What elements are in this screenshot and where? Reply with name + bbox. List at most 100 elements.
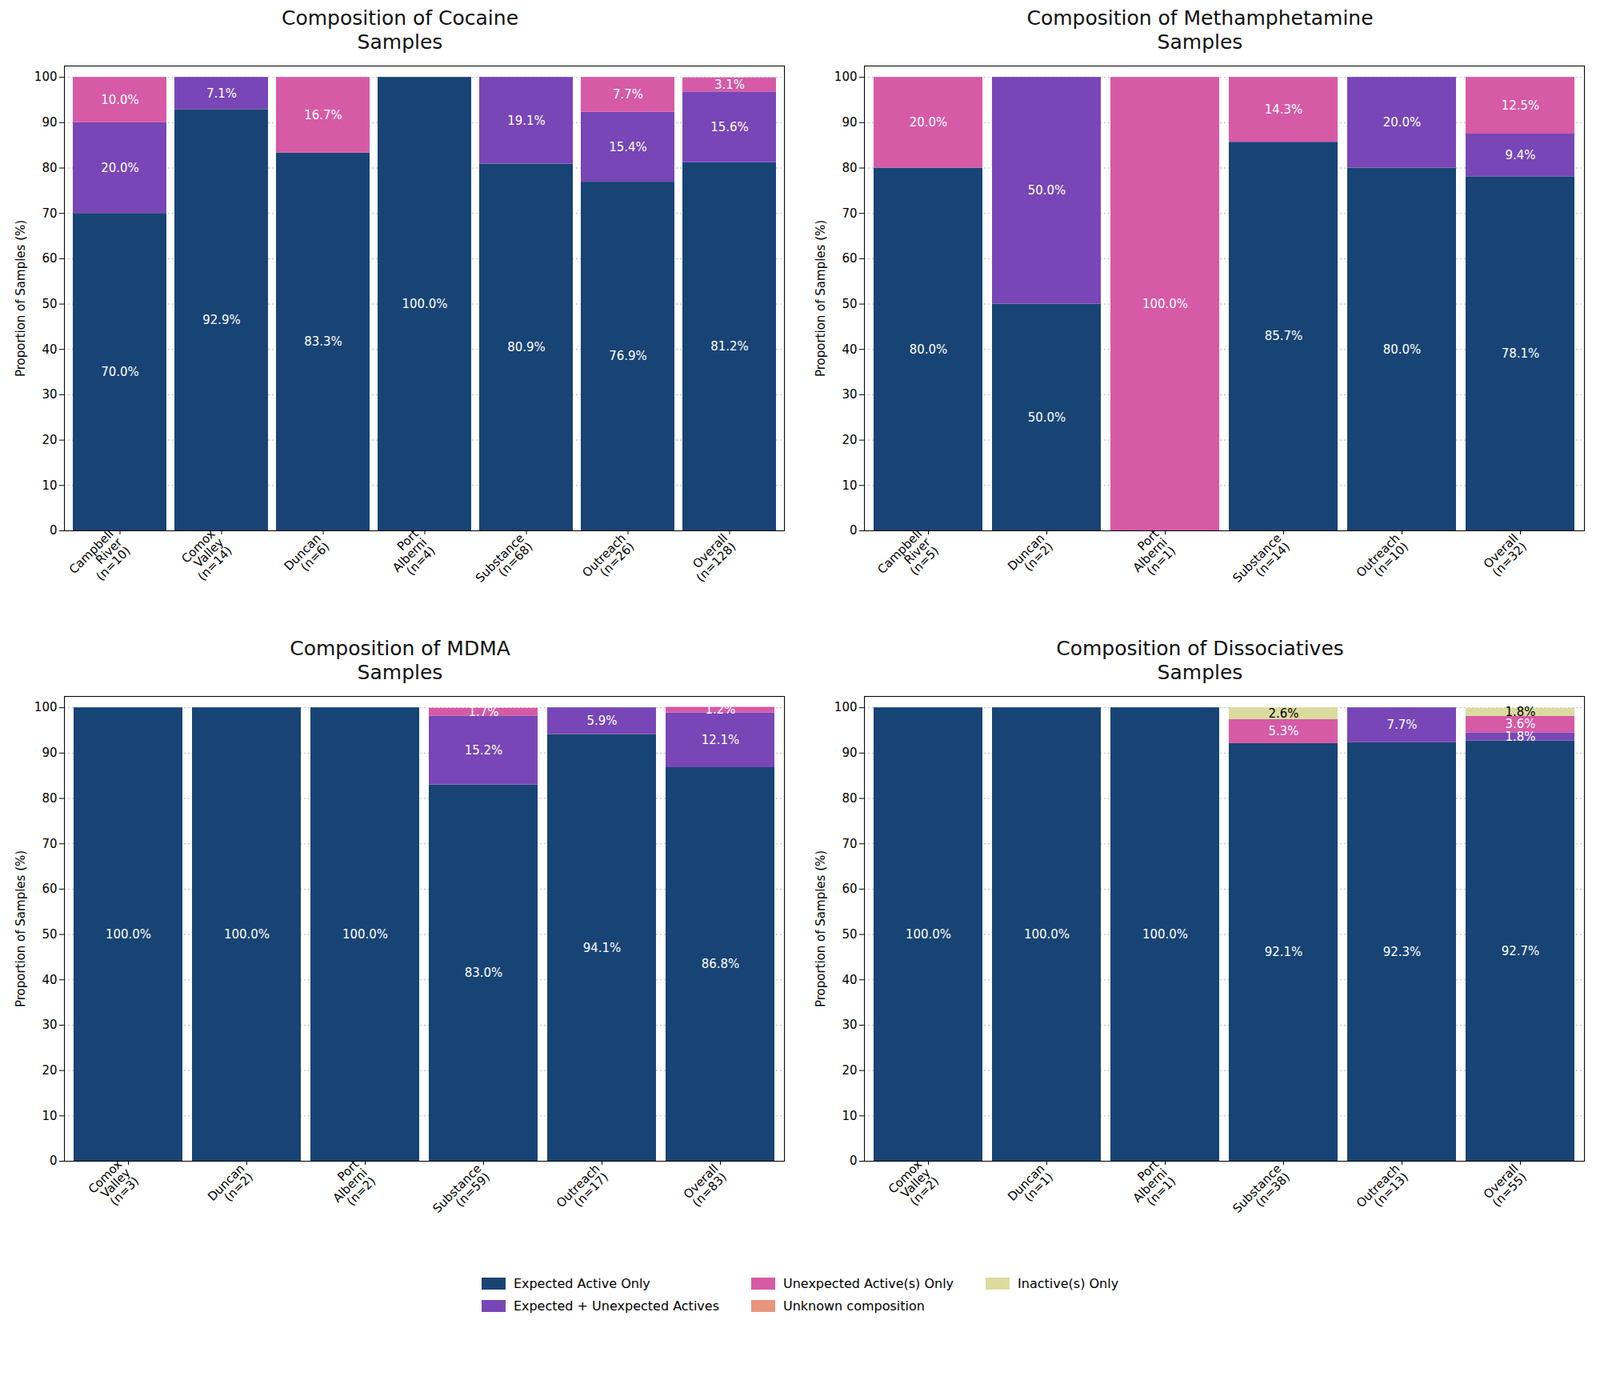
svg-text:100: 100 <box>834 69 858 84</box>
svg-text:1.2%: 1.2% <box>704 702 736 717</box>
svg-text:Overall(n=128): Overall(n=128) <box>684 531 739 585</box>
svg-text:50.0%: 50.0% <box>1028 410 1067 425</box>
svg-text:70: 70 <box>841 836 857 852</box>
svg-text:100.0%: 100.0% <box>105 927 152 942</box>
svg-text:83.0%: 83.0% <box>464 965 504 980</box>
svg-text:Substance(n=38): Substance(n=38) <box>1229 1161 1293 1225</box>
svg-text:40: 40 <box>841 342 857 357</box>
svg-text:85.7%: 85.7% <box>1264 328 1304 344</box>
svg-text:86.8%: 86.8% <box>701 956 740 972</box>
svg-text:70: 70 <box>841 206 857 221</box>
svg-text:30: 30 <box>841 387 857 402</box>
svg-text:50: 50 <box>41 927 57 942</box>
svg-text:80: 80 <box>41 791 57 806</box>
svg-text:80: 80 <box>41 160 57 176</box>
svg-text:Overall(n=32): Overall(n=32) <box>1480 531 1530 580</box>
svg-text:60: 60 <box>41 251 57 266</box>
svg-text:Duncan(n=6): Duncan(n=6) <box>281 531 333 583</box>
svg-text:0: 0 <box>849 523 858 538</box>
svg-text:80.0%: 80.0% <box>1383 342 1422 357</box>
svg-text:16.7%: 16.7% <box>304 108 343 123</box>
svg-text:81.2%: 81.2% <box>710 339 749 354</box>
svg-text:10.0%: 10.0% <box>100 92 140 108</box>
svg-text:20: 20 <box>41 432 57 448</box>
svg-text:80.0%: 80.0% <box>909 342 948 357</box>
svg-text:100.0%: 100.0% <box>224 927 270 942</box>
svg-text:30: 30 <box>841 1017 857 1032</box>
svg-text:Substance(n=14): Substance(n=14) <box>1229 531 1293 595</box>
svg-text:CampbellRiver(n=10): CampbellRiver(n=10) <box>66 526 135 595</box>
svg-text:7.1%: 7.1% <box>206 86 237 101</box>
svg-text:ComoxValley(n=2): ComoxValley(n=2) <box>885 1156 943 1214</box>
svg-text:20: 20 <box>41 1063 57 1078</box>
svg-text:83.3%: 83.3% <box>304 334 343 349</box>
svg-text:90: 90 <box>841 745 857 760</box>
svg-text:50: 50 <box>41 296 57 312</box>
svg-text:76.9%: 76.9% <box>608 348 648 364</box>
svg-text:60: 60 <box>41 881 57 896</box>
svg-text:CampbellRiver(n=5): CampbellRiver(n=5) <box>874 526 943 595</box>
svg-text:70: 70 <box>41 206 57 221</box>
svg-text:Proportion of Samples (%): Proportion of Samples (%) <box>813 220 828 377</box>
svg-text:90: 90 <box>41 745 57 760</box>
svg-text:100.0%: 100.0% <box>1142 927 1188 942</box>
svg-text:0: 0 <box>49 1153 58 1168</box>
svg-text:Overall(n=55): Overall(n=55) <box>1480 1161 1530 1211</box>
svg-text:12.1%: 12.1% <box>701 732 740 748</box>
svg-text:2.6%: 2.6% <box>1268 706 1299 721</box>
svg-text:Proportion of Samples (%): Proportion of Samples (%) <box>813 850 828 1008</box>
svg-text:60: 60 <box>841 251 857 266</box>
svg-text:Outreach(n=26): Outreach(n=26) <box>579 531 637 589</box>
svg-text:20: 20 <box>841 432 857 448</box>
svg-text:PortAlberni(n=1): PortAlberni(n=1) <box>1121 1156 1179 1214</box>
svg-text:100.0%: 100.0% <box>1024 927 1070 942</box>
svg-text:80: 80 <box>841 791 857 806</box>
svg-text:ComoxValley(n=3): ComoxValley(n=3) <box>85 1156 143 1214</box>
svg-text:100.0%: 100.0% <box>401 296 448 312</box>
svg-text:20.0%: 20.0% <box>909 115 948 130</box>
svg-text:5.9%: 5.9% <box>586 713 617 728</box>
svg-text:15.2%: 15.2% <box>464 743 504 758</box>
svg-text:70: 70 <box>41 836 57 852</box>
svg-text:5.3%: 5.3% <box>1268 724 1299 739</box>
svg-text:14.3%: 14.3% <box>1264 102 1304 117</box>
svg-text:90: 90 <box>41 115 57 130</box>
svg-text:9.4%: 9.4% <box>1504 148 1536 163</box>
svg-text:60: 60 <box>841 881 857 896</box>
svg-text:92.3%: 92.3% <box>1383 944 1422 960</box>
svg-text:Duncan(n=2): Duncan(n=2) <box>204 1161 256 1213</box>
svg-text:Proportion of Samples (%): Proportion of Samples (%) <box>13 850 28 1008</box>
svg-text:Overall(n=83): Overall(n=83) <box>680 1161 730 1211</box>
svg-text:100: 100 <box>834 700 858 715</box>
svg-text:PortAlberni(n=2): PortAlberni(n=2) <box>321 1156 379 1214</box>
svg-text:20.0%: 20.0% <box>100 160 140 176</box>
svg-text:100: 100 <box>34 700 58 715</box>
svg-text:Substance(n=59): Substance(n=59) <box>429 1161 493 1225</box>
svg-text:78.1%: 78.1% <box>1501 346 1540 361</box>
svg-text:50: 50 <box>841 927 857 942</box>
svg-text:19.1%: 19.1% <box>507 113 546 128</box>
svg-text:1.7%: 1.7% <box>468 704 499 720</box>
svg-text:92.7%: 92.7% <box>1501 944 1540 959</box>
svg-text:100.0%: 100.0% <box>905 927 952 942</box>
svg-text:80.9%: 80.9% <box>507 340 546 355</box>
svg-text:100: 100 <box>34 69 58 84</box>
svg-text:1.8%: 1.8% <box>1504 704 1536 720</box>
svg-text:100.0%: 100.0% <box>342 927 388 942</box>
svg-text:Duncan(n=1): Duncan(n=1) <box>1004 1161 1056 1213</box>
svg-text:40: 40 <box>41 972 57 988</box>
svg-text:40: 40 <box>841 972 857 988</box>
svg-text:PortAlberni(n=1): PortAlberni(n=1) <box>1121 526 1179 584</box>
svg-text:Outreach(n=13): Outreach(n=13) <box>1353 1161 1412 1220</box>
svg-text:3.1%: 3.1% <box>714 77 745 92</box>
svg-text:Outreach(n=17): Outreach(n=17) <box>553 1161 612 1220</box>
svg-text:PortAlberni(n=4): PortAlberni(n=4) <box>381 526 439 584</box>
svg-text:7.7%: 7.7% <box>1386 717 1417 732</box>
svg-text:30: 30 <box>41 1017 57 1032</box>
svg-text:Outreach(n=10): Outreach(n=10) <box>1353 531 1412 589</box>
svg-text:Substance(n=68): Substance(n=68) <box>472 531 536 595</box>
svg-text:7.7%: 7.7% <box>612 87 644 102</box>
svg-text:50.0%: 50.0% <box>1028 183 1067 198</box>
svg-text:10: 10 <box>41 1108 57 1124</box>
svg-text:12.5%: 12.5% <box>1501 98 1540 113</box>
